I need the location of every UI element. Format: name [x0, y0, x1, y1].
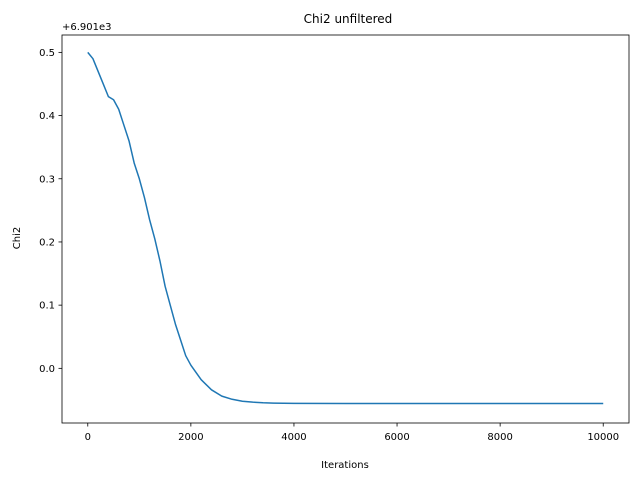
- chi2-series-line: [87, 51, 604, 405]
- x-tick-label: 10000: [587, 432, 619, 443]
- axes-frame: [61, 34, 630, 424]
- x-axis-label: Iterations: [321, 460, 369, 471]
- x-axis-ticks: 0 2000 4000 6000 8000 10000: [85, 423, 619, 443]
- x-tick-label: 6000: [384, 432, 409, 443]
- y-tick-label: 0.2: [39, 237, 55, 248]
- y-tick-label: 0.1: [39, 301, 55, 312]
- y-tick-label: 0.0: [39, 364, 55, 375]
- y-axis-ticks: 0.0 0.1 0.2 0.3 0.4 0.5: [39, 48, 62, 375]
- y-offset-text: +6.901e3: [62, 22, 112, 33]
- plot-area: [87, 51, 604, 405]
- x-tick-label: 4000: [281, 432, 306, 443]
- y-tick-label: 0.5: [39, 48, 55, 59]
- x-tick-label: 2000: [178, 432, 203, 443]
- y-tick-label: 0.3: [39, 174, 55, 185]
- y-tick-label: 0.4: [39, 111, 55, 122]
- x-tick-label: 8000: [487, 432, 512, 443]
- y-axis-label: Chi2: [12, 227, 23, 249]
- chart-title: Chi2 unfiltered: [304, 12, 393, 26]
- x-tick-label: 0: [85, 432, 91, 443]
